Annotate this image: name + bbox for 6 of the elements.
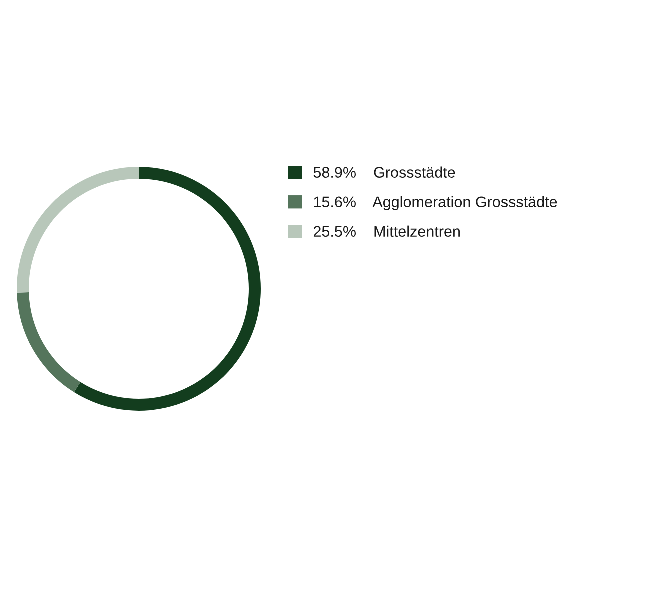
donut-slice (17, 167, 139, 293)
donut-slice (17, 292, 81, 392)
donut-slice (74, 167, 261, 411)
legend-label: 15.6% Agglomeration Grossstädte (314, 196, 558, 211)
legend-label: 58.9% Grossstädte (314, 166, 456, 178)
legend-label: 25.5% Mittelzentren (314, 226, 460, 238)
